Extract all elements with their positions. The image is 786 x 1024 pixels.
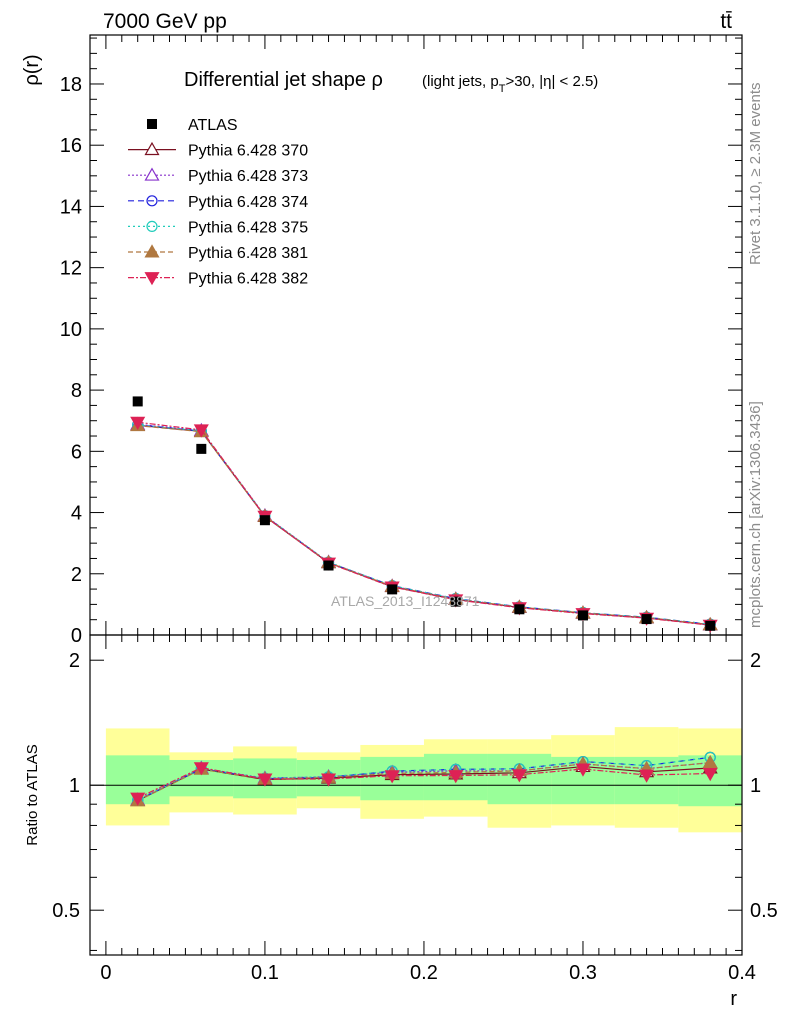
x-tick-label: 0.2 [410,962,438,984]
series-ratio-point [257,773,273,787]
y-tick-label: 0 [71,625,82,647]
x-tick-label: 0.1 [251,962,279,984]
legend-entry-6: Pythia 6.428 382 [128,271,308,288]
y-tick-label: 14 [60,196,82,218]
data-point [323,560,334,571]
data-point [196,443,207,454]
legend-entry-2: Pythia 6.428 373 [128,167,308,185]
series-point [130,416,146,430]
data-point [259,515,270,526]
y-tick-label: 18 [60,74,82,96]
legend-label: Pythia 6.428 375 [188,219,308,236]
series-ratio-point [511,769,527,783]
x-tick-label: 0.4 [728,962,756,984]
legend-label: Pythia 6.428 382 [188,271,308,288]
legend-marker [144,244,160,258]
series-ratio-point [193,762,209,776]
labels-layer: 7000 GeV pp tt̄ ρ(r) Ratio to ATLAS r Di… [21,10,764,1010]
data-point [577,610,588,621]
x-tick-label: 0 [100,962,111,984]
ratio-uncertainty-bands [90,727,742,833]
ratio-tick-label-left: 1 [69,775,80,797]
legend: ATLAS Pythia 6.428 370 Pythia 6.428 373 Pyt… [128,117,308,288]
legend-label: ATLAS [188,117,238,134]
data-points [132,396,716,631]
series-ratio-point [702,754,718,769]
watermark: ATLAS_2013_I1243871 [331,593,480,609]
chart-title-main: Differential jet shape ρ [184,69,383,91]
title-sub-a: (light jets, p [422,73,499,90]
ratio-tick-label-right: 2 [750,650,761,672]
ratio-tick-label-left: 2 [69,650,80,672]
series-ratio-point [702,768,718,782]
mcplots-label: mcplots.cern.ch [arXiv:1306.3436] [747,401,764,628]
ratio-tick-label-right: 1 [750,775,761,797]
legend-entry-1: Pythia 6.428 370 [128,141,308,160]
data-point [132,396,143,407]
data-point [450,596,461,607]
legend-marker [147,119,157,129]
legend-entry-0: ATLAS [147,117,238,134]
title-sub-subscript: T [499,83,506,95]
rivet-label: Rivet 3.1.10, ≥ 2.3M events [747,83,764,266]
y-tick-label: 10 [60,319,82,341]
legend-entry-3: Pythia 6.428 374 [128,194,308,211]
legend-marker [146,220,158,232]
y-tick-label: 16 [60,135,82,157]
header-right: tt̄ [720,10,732,33]
series-ratio-point [639,769,655,783]
chart-title-sub: (light jets, pT>30, |η| < 2.5) [422,73,598,95]
y-tick-label: 8 [71,380,82,402]
y-tick-label: 6 [71,441,82,463]
data-point [514,604,525,615]
series-ratio-line [137,767,711,799]
title-sub-b: >30, |η| < 2.5) [505,73,598,90]
ratio-tick-label-left: 0.5 [52,900,80,922]
legend-label: Pythia 6.428 381 [188,245,308,262]
legend-entry-4: Pythia 6.428 375 [128,219,308,236]
legend-marker [144,141,160,156]
series-ratio-point [448,770,464,784]
ratio-y-axis-label: Ratio to ATLAS [24,744,41,845]
series-layer [130,396,718,807]
series-line [137,421,711,626]
x-axis-label: r [730,988,737,1010]
series-point [193,424,209,438]
series-ratio-point [321,773,337,787]
series-line [137,425,711,626]
series-ratio-line [137,762,711,801]
data-point [387,584,398,595]
series-ratio-point [130,792,146,806]
plot-frames [89,34,743,956]
legend-marker [144,272,160,286]
x-tick-label: 0.3 [569,962,597,984]
legend-label: Pythia 6.428 370 [188,143,308,160]
series-ratio-line [137,756,711,801]
data-point [705,620,716,631]
legend-label: Pythia 6.428 374 [188,194,308,211]
y-tick-label: 12 [60,258,82,280]
y-tick-label: 4 [71,503,82,525]
y-tick-label: 2 [71,564,82,586]
ratio-tick-label-right: 0.5 [750,900,778,922]
legend-entry-5: Pythia 6.428 381 [128,244,308,262]
y-axis-label: ρ(r) [21,54,43,85]
series-ratio-point [384,770,400,784]
legend-marker [146,195,158,207]
ratio-frame [89,634,743,956]
legend-marker [144,167,160,181]
data-point [641,614,652,625]
legend-label: Pythia 6.428 373 [188,168,308,185]
header-left: 7000 GeV pp [103,10,227,33]
series-ratio-point [575,763,591,777]
